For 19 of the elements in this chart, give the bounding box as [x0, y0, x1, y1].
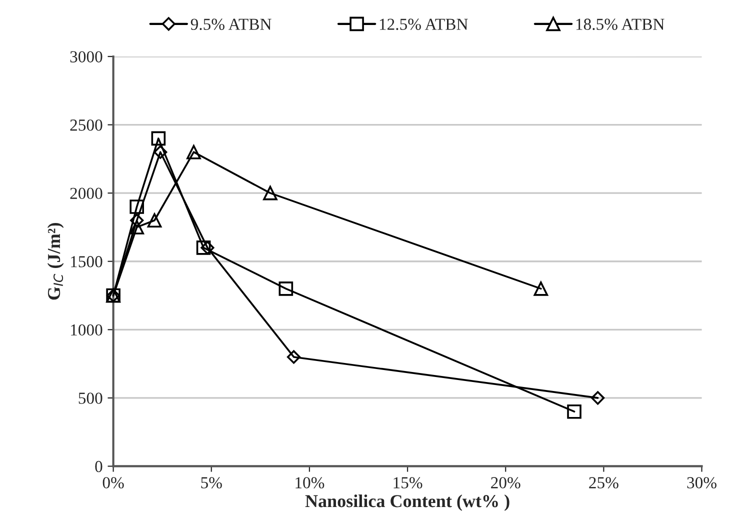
legend-label: 9.5% ATBN	[190, 18, 272, 30]
x-tick-label: 15%	[394, 477, 422, 488]
y-tick-label: 2500	[70, 119, 102, 131]
x-tick-label: 25%	[589, 477, 618, 488]
x-axis-title: Nanosilica Content (wt% )	[305, 494, 510, 511]
y-tick-label: 3000	[70, 51, 102, 62]
legend-label: 12.5% ATBN	[380, 18, 468, 30]
x-tick-label: 5%	[201, 477, 222, 488]
y-tick-label: 500	[78, 392, 102, 404]
y-tick-label: 0	[95, 460, 102, 472]
y-axis-title: G$_{IC}$ (J/m²)	[47, 223, 64, 300]
y-tick-label: 1500	[71, 256, 102, 268]
y-tick-label: 1000	[71, 324, 102, 336]
y-tick-label: 2000	[70, 188, 102, 200]
x-tick-label: 20%	[491, 477, 520, 488]
x-tick-label: 30%	[687, 477, 716, 488]
x-tick-label: 10%	[296, 477, 324, 488]
x-tick-label: 0%	[102, 477, 124, 488]
legend-label: 18.5% ATBN	[576, 18, 664, 30]
